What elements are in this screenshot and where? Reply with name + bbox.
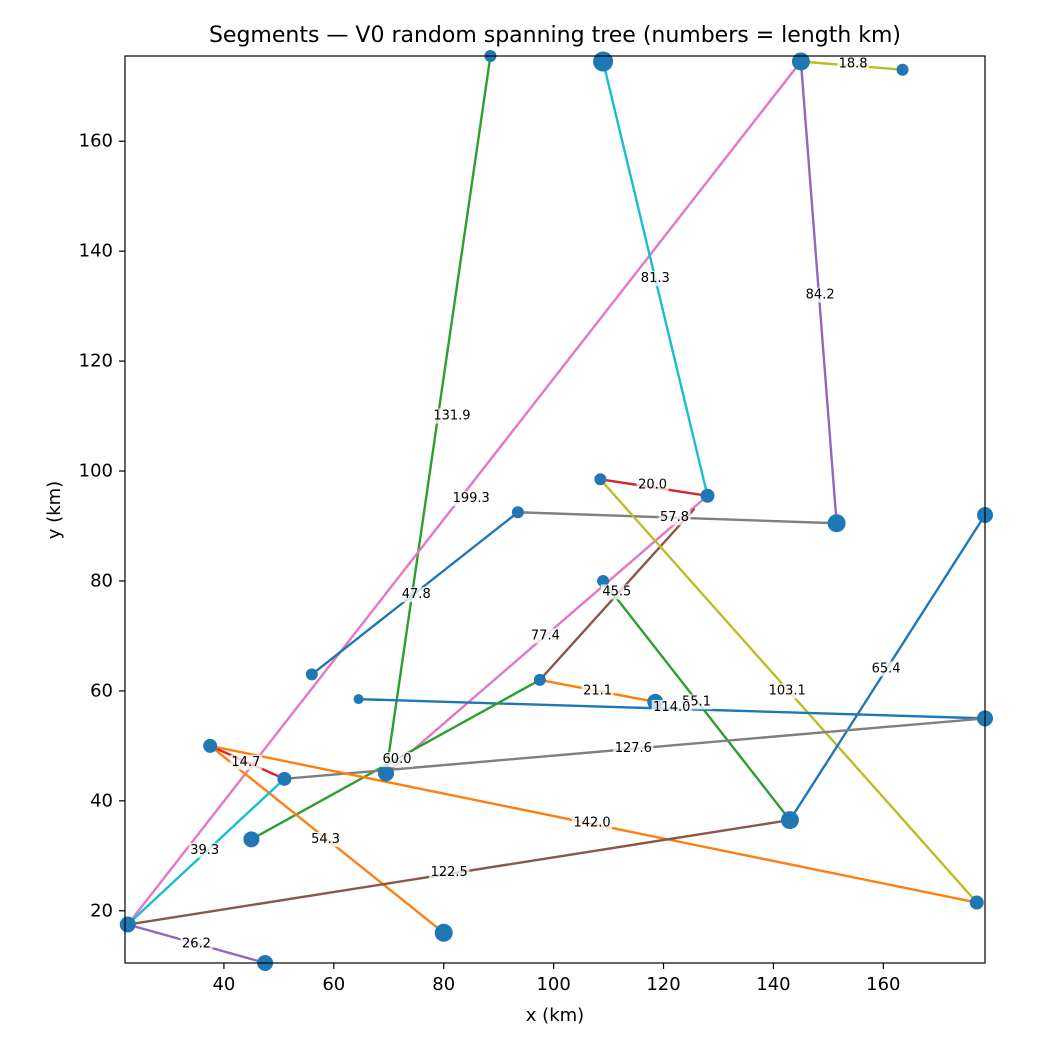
segment-length-label-6: 57.8 [660,510,689,525]
node-point-5 [700,488,715,503]
y-tick-label-160: 160 [79,131,113,152]
segment-length-label-bg-16 [613,741,654,757]
segment-length-label-bg-22 [180,936,213,952]
x-tick-label-60: 60 [322,974,345,995]
segment-length-label-bg-11 [767,683,808,699]
node-point-18 [780,811,799,830]
segment-length-label-14: 114.0 [653,700,690,715]
segment-length-label-bg-14 [651,699,692,715]
segment-length-label-16: 127.6 [615,741,652,756]
y-tick-label-140: 140 [79,241,113,262]
segment-length-label-bg-3 [804,287,837,303]
segment-length-label-2: 81.3 [641,271,670,286]
node-point-3 [896,63,909,76]
x-tick-label-120: 120 [646,974,680,995]
y-tick-label-120: 120 [79,351,113,372]
segment-length-label-12: 65.4 [872,661,901,676]
segment-length-label-bg-7 [400,587,433,603]
segment-length-label-20: 39.3 [190,843,219,858]
plot-area [125,56,985,963]
segment-length-label-4: 18.8 [839,57,868,72]
x-tick-label-140: 140 [756,974,790,995]
segment-length-label-bg-18 [571,815,613,831]
chart-title: Segments — V0 random spanning tree (numb… [209,23,901,48]
segment-length-label-bg-19 [309,831,342,847]
segment-length-label-bg-1 [451,491,492,507]
y-tick-label-80: 80 [90,570,113,591]
segment-length-label-bg-17 [229,754,262,770]
segment-length-label-5: 20.0 [638,477,667,492]
segment-length-label-22: 26.2 [182,936,211,951]
node-point-9 [597,574,610,587]
segment-length-label-9: 45.5 [602,584,631,599]
y-axis-label: y (km) [44,481,65,539]
node-point-7 [827,514,846,533]
node-point-22 [119,916,136,933]
segment-length-label-11: 103.1 [769,683,806,698]
segment-length-label-bg-15 [381,752,413,768]
node-point-2 [791,52,810,71]
y-tick-label-20: 20 [90,900,113,921]
segment-length-label-bg-20 [188,842,221,858]
node-point-16 [378,765,395,782]
node-point-19 [243,831,260,848]
node-point-10 [305,668,318,681]
segment-length-label-19: 54.3 [311,832,340,847]
segment-length-label-7: 47.8 [402,587,431,602]
x-tick-label-40: 40 [212,974,235,995]
node-point-12 [353,694,364,705]
node-point-17 [277,771,292,786]
y-tick-label-100: 100 [79,461,113,482]
plot-frame [124,55,986,964]
y-axis-ticks: 20 40 60 80 100 120 140 160 [79,131,125,921]
segment-length-label-bg-5 [636,477,669,493]
points-layer [119,50,993,971]
segment-length-label-bg-8 [529,628,562,644]
node-point-6 [511,506,524,519]
segment-labels-layer: 131.9 199.3 81.3 84.2 18.8 20.0 57.8 47.8 77.4 45… [180,56,903,952]
x-tick-label-160: 160 [866,974,900,995]
segment-length-label-8: 77.4 [531,628,560,643]
segment-length-label-bg-13 [581,683,614,699]
segment-length-label-bg-4 [837,56,870,72]
segment-length-label-21: 122.5 [431,865,468,880]
segment-length-label-bg-6 [658,510,691,526]
x-tick-label-100: 100 [536,974,570,995]
x-axis-ticks: 40 60 80 100 120 140 160 [212,963,901,995]
node-point-1 [593,51,614,72]
y-tick-label-40: 40 [90,790,113,811]
segment-length-label-1: 199.3 [453,491,490,506]
node-point-20 [969,895,984,910]
segment-length-label-bg-21 [429,864,470,880]
node-point-21 [434,923,453,942]
node-point-4 [594,473,607,486]
segment-length-label-15: 60.0 [383,752,412,767]
segment-length-label-bg-0 [431,408,473,424]
x-tick-label-80: 80 [432,974,455,995]
y-tick-label-60: 60 [90,680,113,701]
segment-length-label-17: 14.7 [231,755,260,770]
segment-length-label-bg-9 [600,584,633,600]
segment-length-label-bg-2 [639,271,672,287]
node-point-15 [203,738,218,753]
segment-length-label-bg-12 [870,661,903,677]
segment-length-label-18: 142.0 [573,815,610,830]
node-point-11 [533,673,546,686]
segment-length-label-0: 131.9 [433,409,470,424]
x-axis-label: x (km) [526,1005,584,1026]
segment-length-label-13: 21.1 [583,683,612,698]
segment-length-label-3: 84.2 [806,288,835,303]
